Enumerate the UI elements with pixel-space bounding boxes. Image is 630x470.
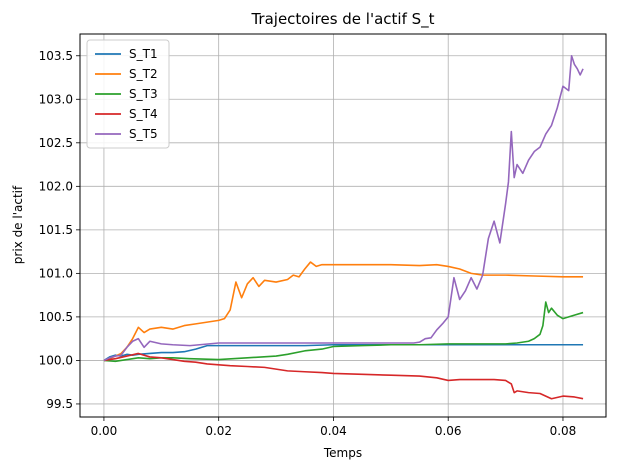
y-tick-label: 103.5 bbox=[39, 49, 73, 63]
series-line-s-t2 bbox=[103, 261, 584, 362]
legend-label: S_T1 bbox=[129, 47, 158, 61]
x-tick-label: 0.02 bbox=[205, 424, 232, 438]
y-tick-label: 102.5 bbox=[39, 136, 73, 150]
legend-label: S_T3 bbox=[129, 87, 158, 101]
x-axis-label: Temps bbox=[323, 446, 362, 460]
series-line-s-t5 bbox=[103, 54, 584, 362]
x-tick-label: 0.06 bbox=[435, 424, 462, 438]
y-axis-label: prix de l'actif bbox=[11, 185, 25, 264]
y-tick-label: 99.5 bbox=[46, 397, 73, 411]
chart-title: Trajectoires de l'actif S_t bbox=[250, 10, 434, 29]
x-axis-ticks: 0.00 0.02 0.04 0.06 0.08 bbox=[91, 417, 577, 438]
grid bbox=[80, 34, 606, 417]
legend-label: S_T5 bbox=[129, 127, 158, 141]
x-tick-label: 0.00 bbox=[91, 424, 118, 438]
y-axis-ticks: 99.5 100.0 100.5 101.0 101.5 102.0 102.5 103.0 1… bbox=[39, 49, 80, 411]
legend-label: S_T4 bbox=[129, 107, 158, 121]
series-lines bbox=[103, 54, 584, 400]
x-tick-label: 0.08 bbox=[550, 424, 577, 438]
y-tick-label: 100.0 bbox=[39, 353, 73, 367]
y-tick-label: 101.5 bbox=[39, 223, 73, 237]
x-tick-label: 0.04 bbox=[320, 424, 347, 438]
legend: S_T1 S_T2 S_T3 S_T4 S_T5 bbox=[86, 39, 170, 149]
legend-label: S_T2 bbox=[129, 67, 158, 81]
y-tick-label: 101.0 bbox=[39, 266, 73, 280]
y-tick-label: 103.0 bbox=[39, 92, 73, 106]
plot-area-frame bbox=[79, 33, 607, 418]
y-tick-label: 102.0 bbox=[39, 179, 73, 193]
series-line-s-t4 bbox=[103, 352, 584, 400]
legend-box bbox=[86, 39, 170, 149]
y-tick-label: 100.5 bbox=[39, 310, 73, 324]
